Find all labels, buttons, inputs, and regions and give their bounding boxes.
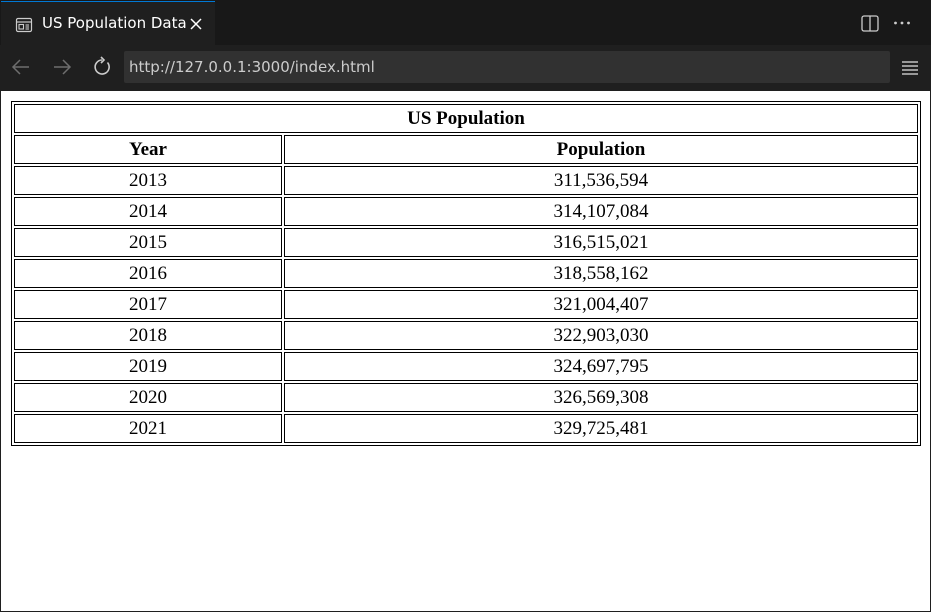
year-cell: 2017 <box>14 290 282 319</box>
population-cell: 321,004,407 <box>284 290 918 319</box>
year-cell: 2019 <box>14 352 282 381</box>
year-cell: 2016 <box>14 259 282 288</box>
year-cell: 2014 <box>14 197 282 226</box>
table-row: 2018 322,903,030 <box>14 321 918 350</box>
population-cell: 311,536,594 <box>284 166 918 195</box>
table-row: 2021 329,725,481 <box>14 414 918 443</box>
column-header-population: Population <box>284 135 918 164</box>
page-viewport: US Population Year Population 2013 311,53… <box>1 91 930 611</box>
table-caption: US Population <box>14 104 918 133</box>
reload-icon[interactable] <box>91 56 113 78</box>
table-header-row: Year Population <box>14 135 918 164</box>
population-table: US Population Year Population 2013 311,53… <box>11 101 921 446</box>
navigation-bar <box>0 45 931 91</box>
table-row: 2013 311,536,594 <box>14 166 918 195</box>
table-body: 2013 311,536,594 2014 314,107,084 2015 316,51… <box>14 166 918 443</box>
column-header-year: Year <box>14 135 282 164</box>
population-cell: 324,697,795 <box>284 352 918 381</box>
split-editor-icon[interactable] <box>861 15 879 32</box>
population-cell: 326,569,308 <box>284 383 918 412</box>
population-cell: 322,903,030 <box>284 321 918 350</box>
table-row: 2017 321,004,407 <box>14 290 918 319</box>
population-cell: 318,558,162 <box>284 259 918 288</box>
url-input[interactable] <box>124 51 890 83</box>
hamburger-menu-icon[interactable] <box>900 57 920 77</box>
table-caption-row: US Population <box>14 104 918 133</box>
table-row: 2016 318,558,162 <box>14 259 918 288</box>
population-cell: 329,725,481 <box>284 414 918 443</box>
table-row: 2014 314,107,084 <box>14 197 918 226</box>
year-cell: 2021 <box>14 414 282 443</box>
tab-title: US Population Data <box>42 14 187 32</box>
tab-bar: US Population Data <box>0 0 931 45</box>
year-cell: 2013 <box>14 166 282 195</box>
tab-us-population-data[interactable]: US Population Data <box>1 1 215 45</box>
population-cell: 316,515,021 <box>284 228 918 257</box>
year-cell: 2020 <box>14 383 282 412</box>
table-row: 2020 326,569,308 <box>14 383 918 412</box>
back-arrow-icon[interactable] <box>10 56 32 78</box>
year-cell: 2015 <box>14 228 282 257</box>
table-row: 2019 324,697,795 <box>14 352 918 381</box>
population-cell: 314,107,084 <box>284 197 918 226</box>
close-icon[interactable] <box>189 17 203 31</box>
table-row: 2015 316,515,021 <box>14 228 918 257</box>
forward-arrow-icon[interactable] <box>51 56 73 78</box>
preview-icon <box>15 17 33 33</box>
year-cell: 2018 <box>14 321 282 350</box>
more-actions-icon[interactable] <box>893 15 911 31</box>
